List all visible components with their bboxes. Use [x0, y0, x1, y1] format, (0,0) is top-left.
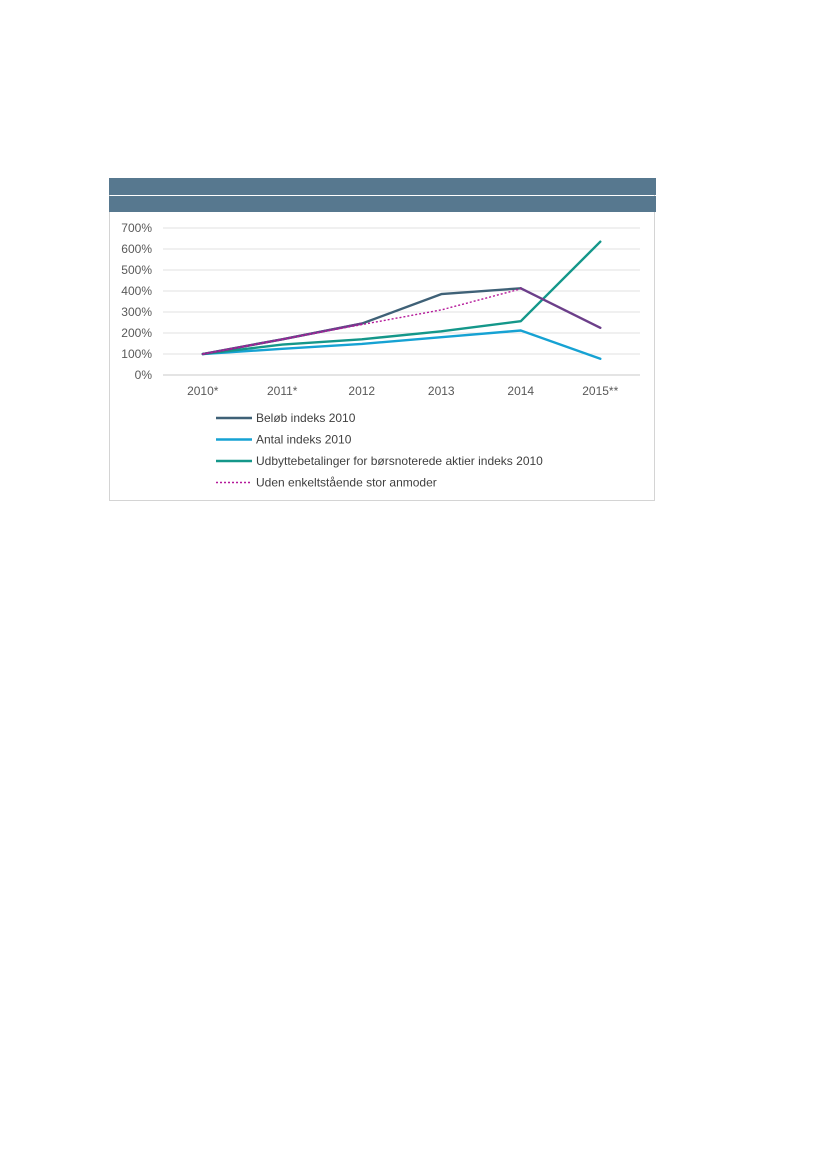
- legend-label-bel-b-indeks-2010: Beløb indeks 2010: [256, 411, 356, 425]
- series-line-udbyttebetalinger-for-b-rsnoterede-aktier-indeks-2010: [201, 240, 602, 356]
- y-tick-label: 100%: [121, 347, 152, 361]
- x-tick-label: 2015**: [582, 384, 618, 398]
- x-tick-label: 2014: [507, 384, 534, 398]
- legend-label-antal-indeks-2010: Antal indeks 2010: [256, 433, 352, 447]
- y-tick-label: 500%: [121, 263, 152, 277]
- y-tick-label: 0%: [135, 368, 153, 382]
- legend-label-udbyttebetalinger-for-b-rsnoterede-aktier-indeks-2010: Udbyttebetalinger for børsnoterede aktie…: [256, 454, 543, 468]
- series-line-uden-enkeltst-ende-stor-anmoder: [202, 288, 521, 355]
- y-tick-label: 200%: [121, 326, 152, 340]
- x-tick-label: 2010*: [187, 384, 219, 398]
- x-tick-label: 2013: [428, 384, 455, 398]
- chart-header-band-top: [109, 178, 656, 195]
- x-tick-label: 2011*: [267, 384, 298, 398]
- legend-label-uden-enkeltst-ende-stor-anmoder: Uden enkeltstående stor anmoder: [256, 476, 437, 490]
- chart-header-band-bottom: [109, 196, 656, 212]
- x-tick-label: 2012: [348, 384, 375, 398]
- y-tick-label: 300%: [121, 305, 152, 319]
- chart-container: [109, 178, 655, 501]
- y-tick-label: 400%: [121, 284, 152, 298]
- series-line-antal-indeks-2010: [201, 329, 602, 360]
- series-line-overlay: [201, 287, 602, 356]
- y-tick-label: 700%: [121, 221, 152, 235]
- y-tick-label: 600%: [121, 242, 152, 256]
